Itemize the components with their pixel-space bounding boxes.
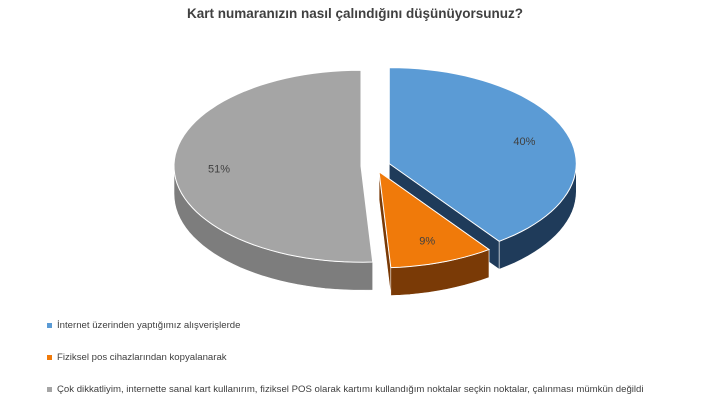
legend-item-0: İnternet üzerinden yaptığımız alışverişl… xyxy=(47,318,702,332)
chart-legend: İnternet üzerinden yaptığımız alışverişl… xyxy=(47,318,702,414)
pie-slice-top-2 xyxy=(173,69,374,263)
pie-data-label-2: 51% xyxy=(208,164,230,176)
legend-item-2: Çok dikkatliyim, internette sanal kart k… xyxy=(47,382,702,396)
chart-title: Kart numaranızın nasıl çalındığını düşün… xyxy=(186,6,524,21)
legend-label-2: Çok dikkatliyim, internette sanal kart k… xyxy=(57,383,644,395)
pie-slice-top-1 xyxy=(378,170,491,269)
legend-swatch-2 xyxy=(47,386,52,392)
pie-data-labels: 40% 9% 51% xyxy=(208,136,536,247)
legend-swatch-1 xyxy=(47,354,52,360)
pie-tops xyxy=(173,67,577,269)
legend-item-1: Fiziksel pos cihazlarından kopyalanarak xyxy=(47,350,702,364)
pie-slice-top-0 xyxy=(388,67,577,242)
pie-data-label-1: 9% xyxy=(419,235,435,247)
legend-label-1: Fiziksel pos cihazlarından kopyalanarak xyxy=(57,351,227,363)
pie-data-label-0: 40% xyxy=(513,136,535,148)
legend-label-0: İnternet üzerinden yaptığımız alışverişl… xyxy=(57,319,241,331)
legend-swatch-0 xyxy=(47,322,52,328)
